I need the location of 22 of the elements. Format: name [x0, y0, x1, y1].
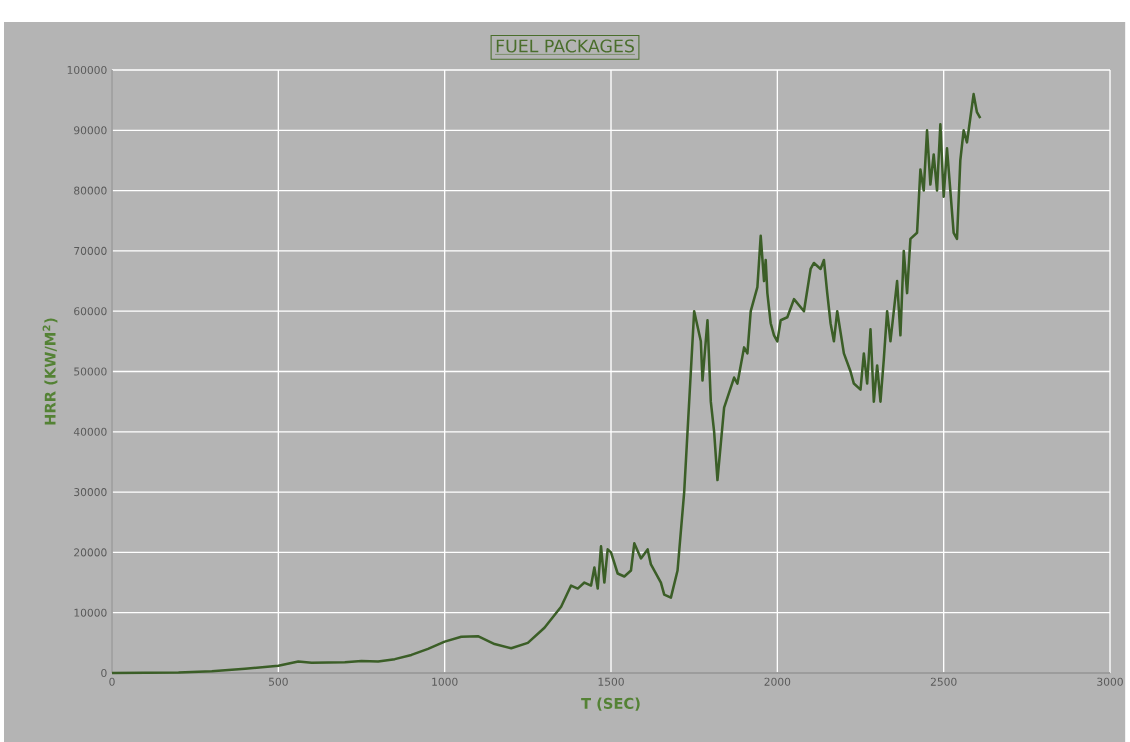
- y-tick-label: 20000: [74, 548, 107, 557]
- line-series: [110, 92, 982, 675]
- y-axis-title: HRR (KW/M$^{2}$): [42, 318, 58, 425]
- y-tick-label: 40000: [73, 427, 107, 436]
- x-tick-label: 2000: [764, 677, 791, 686]
- y-tick-label: 100000: [67, 65, 107, 75]
- y-tick-label: 90000: [74, 126, 107, 135]
- x-tick-label: 0: [109, 677, 115, 686]
- y-tick-label: 30000: [74, 488, 107, 497]
- x-tick-label: 1500: [598, 677, 624, 686]
- y-tick-label: 60000: [74, 307, 107, 316]
- y-tick-label: 10000: [74, 608, 107, 617]
- x-tick-label: 500: [268, 677, 288, 686]
- y-tick-label: 70000: [74, 246, 107, 255]
- x-axis-title: T (SEC): [581, 697, 640, 711]
- x-tick-label: 2500: [930, 677, 957, 686]
- y-tick-label: 0: [101, 668, 107, 678]
- y-tick-label: 80000: [74, 186, 107, 195]
- x-tick-label: 1000: [432, 677, 458, 686]
- x-tick-label: 3000: [1097, 677, 1123, 686]
- chart-title: FUEL PACKAGES: [496, 39, 634, 53]
- y-tick-label: 50000: [74, 367, 107, 376]
